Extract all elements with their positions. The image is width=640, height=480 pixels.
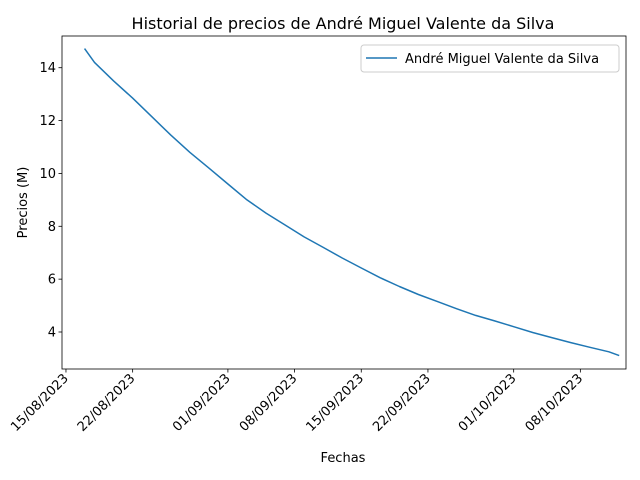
y-tick-label: 6 <box>48 273 56 288</box>
y-tick-label: 14 <box>39 61 56 76</box>
series-line-andre-miguel-valente-da-silva <box>83 48 620 357</box>
y-tick-label: 8 <box>48 220 56 235</box>
plot-area <box>62 36 626 369</box>
legend: André Miguel Valente da Silva <box>360 44 620 73</box>
y-tick-label: 10 <box>39 167 56 182</box>
chart-title: Historial de precios de André Miguel Val… <box>132 14 555 33</box>
y-axis-label: Precios (M) <box>16 167 31 239</box>
legend-label: André Miguel Valente da Silva <box>405 52 599 67</box>
x-axis-label: Fechas <box>321 451 366 466</box>
plot-frame <box>61 35 627 370</box>
y-tick-label: 12 <box>39 114 56 129</box>
y-axis-ticks: 4 6 8 10 12 14 <box>39 61 62 341</box>
legend-box <box>360 44 620 73</box>
y-tick-label: 4 <box>48 326 56 341</box>
